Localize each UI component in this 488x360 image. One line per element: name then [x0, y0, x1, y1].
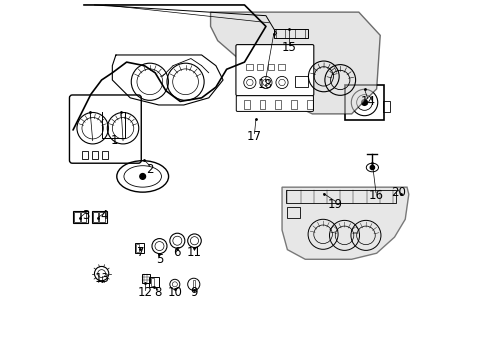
- Bar: [82, 152, 88, 159]
- Bar: [93, 212, 98, 222]
- Circle shape: [369, 165, 374, 170]
- Bar: [246, 64, 252, 70]
- Bar: [382, 102, 389, 112]
- Bar: [91, 152, 98, 159]
- Bar: [285, 190, 395, 203]
- Bar: [150, 278, 154, 286]
- Bar: [278, 64, 285, 70]
- Bar: [149, 277, 159, 287]
- Bar: [142, 274, 150, 283]
- Bar: [345, 85, 383, 120]
- Bar: [244, 100, 249, 109]
- Text: 9: 9: [190, 286, 197, 299]
- Text: 2: 2: [146, 163, 153, 176]
- Text: 17: 17: [246, 130, 262, 143]
- Bar: [99, 212, 104, 222]
- Text: 15: 15: [281, 41, 296, 54]
- Bar: [275, 100, 281, 109]
- Bar: [273, 29, 307, 38]
- Bar: [286, 207, 300, 217]
- Bar: [294, 76, 307, 87]
- Text: 8: 8: [154, 286, 162, 299]
- Bar: [136, 244, 139, 252]
- Polygon shape: [282, 187, 408, 259]
- Text: 3: 3: [81, 209, 89, 222]
- Bar: [81, 212, 86, 222]
- Text: 4: 4: [101, 209, 108, 222]
- Bar: [259, 100, 265, 109]
- Bar: [306, 100, 312, 109]
- Text: 10: 10: [167, 286, 182, 299]
- Circle shape: [140, 174, 145, 179]
- Bar: [257, 64, 263, 70]
- Text: 6: 6: [173, 246, 181, 258]
- FancyBboxPatch shape: [235, 45, 313, 96]
- Bar: [135, 243, 144, 253]
- Text: 16: 16: [367, 189, 383, 202]
- Text: 20: 20: [390, 186, 405, 199]
- Text: 7: 7: [137, 246, 144, 258]
- Bar: [74, 212, 80, 222]
- Text: 1: 1: [110, 134, 118, 147]
- Text: 13: 13: [94, 272, 109, 285]
- Bar: [91, 211, 106, 223]
- Text: 12: 12: [138, 286, 152, 299]
- Circle shape: [360, 99, 367, 106]
- Text: 14: 14: [360, 95, 374, 108]
- Bar: [102, 152, 108, 159]
- Bar: [291, 100, 296, 109]
- Polygon shape: [210, 12, 380, 114]
- Text: 19: 19: [327, 198, 343, 211]
- Text: 11: 11: [186, 246, 201, 258]
- Text: 18: 18: [257, 78, 272, 91]
- FancyBboxPatch shape: [236, 96, 313, 111]
- Text: 5: 5: [156, 253, 163, 266]
- Bar: [267, 64, 274, 70]
- Bar: [192, 280, 194, 289]
- Bar: [73, 211, 88, 223]
